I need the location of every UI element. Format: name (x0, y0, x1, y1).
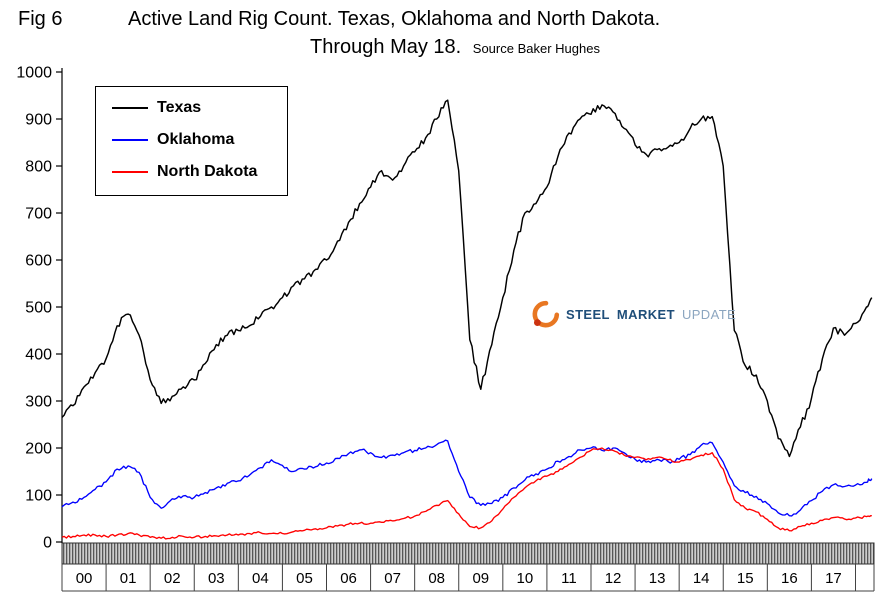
watermark-update: UPDATE (681, 306, 737, 322)
smu-swoosh-icon (532, 300, 560, 328)
svg-text:900: 900 (25, 112, 52, 129)
chart-title-line2: Through May 18. Source Baker Hughes (60, 36, 850, 59)
title-source: Source Baker Hughes (472, 41, 600, 56)
svg-text:400: 400 (25, 347, 52, 364)
svg-text:16: 16 (781, 570, 798, 587)
chart-title-line1: Active Land Rig Count. Texas, Oklahoma a… (128, 8, 661, 30)
watermark-steel: STEEL (566, 306, 610, 322)
svg-text:700: 700 (25, 206, 52, 223)
svg-text:500: 500 (25, 300, 52, 317)
legend-swatch-texas (112, 107, 148, 109)
watermark-text: STEEL MARKET UPDATE (566, 307, 739, 322)
legend-item-oklahoma: Oklahoma (112, 131, 257, 149)
svg-text:300: 300 (25, 394, 52, 411)
legend-item-texas: Texas (112, 99, 257, 117)
legend-label-oklahoma: Oklahoma (157, 131, 235, 148)
svg-text:05: 05 (296, 570, 313, 587)
svg-text:10: 10 (517, 570, 534, 587)
svg-text:06: 06 (340, 570, 357, 587)
svg-text:600: 600 (25, 253, 52, 270)
legend-swatch-north-dakota (112, 171, 148, 173)
fig-number: Fig 6 (18, 8, 63, 30)
svg-text:17: 17 (825, 570, 842, 587)
svg-text:100: 100 (25, 488, 52, 505)
svg-text:09: 09 (472, 570, 489, 587)
svg-text:1000: 1000 (16, 65, 52, 82)
legend-label-texas: Texas (157, 99, 202, 116)
svg-text:08: 08 (428, 570, 445, 587)
svg-text:12: 12 (605, 570, 622, 587)
svg-text:14: 14 (693, 570, 710, 587)
svg-text:03: 03 (208, 570, 225, 587)
svg-text:07: 07 (384, 570, 401, 587)
svg-text:11: 11 (561, 570, 577, 587)
legend: Texas Oklahoma North Dakota (95, 86, 289, 196)
svg-text:02: 02 (164, 570, 181, 587)
svg-text:01: 01 (120, 570, 137, 587)
legend-item-north-dakota: North Dakota (112, 163, 257, 181)
svg-text:15: 15 (737, 570, 754, 587)
svg-text:00: 00 (76, 570, 93, 587)
svg-text:800: 800 (25, 159, 52, 176)
svg-text:200: 200 (25, 441, 52, 458)
svg-text:0: 0 (43, 535, 52, 552)
legend-label-north-dakota: North Dakota (157, 163, 258, 180)
svg-text:04: 04 (252, 570, 269, 587)
svg-text:13: 13 (649, 570, 666, 587)
title-through-date: Through May 18. (310, 36, 462, 58)
watermark-market: MARKET (616, 306, 675, 322)
watermark-steel-market-update: STEEL MARKET UPDATE (530, 300, 739, 328)
legend-swatch-oklahoma (112, 139, 148, 141)
